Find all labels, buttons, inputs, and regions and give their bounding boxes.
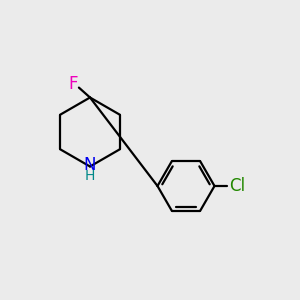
Text: N: N (84, 156, 96, 174)
Text: Cl: Cl (229, 177, 245, 195)
Text: F: F (69, 75, 78, 93)
Text: H: H (85, 169, 95, 183)
